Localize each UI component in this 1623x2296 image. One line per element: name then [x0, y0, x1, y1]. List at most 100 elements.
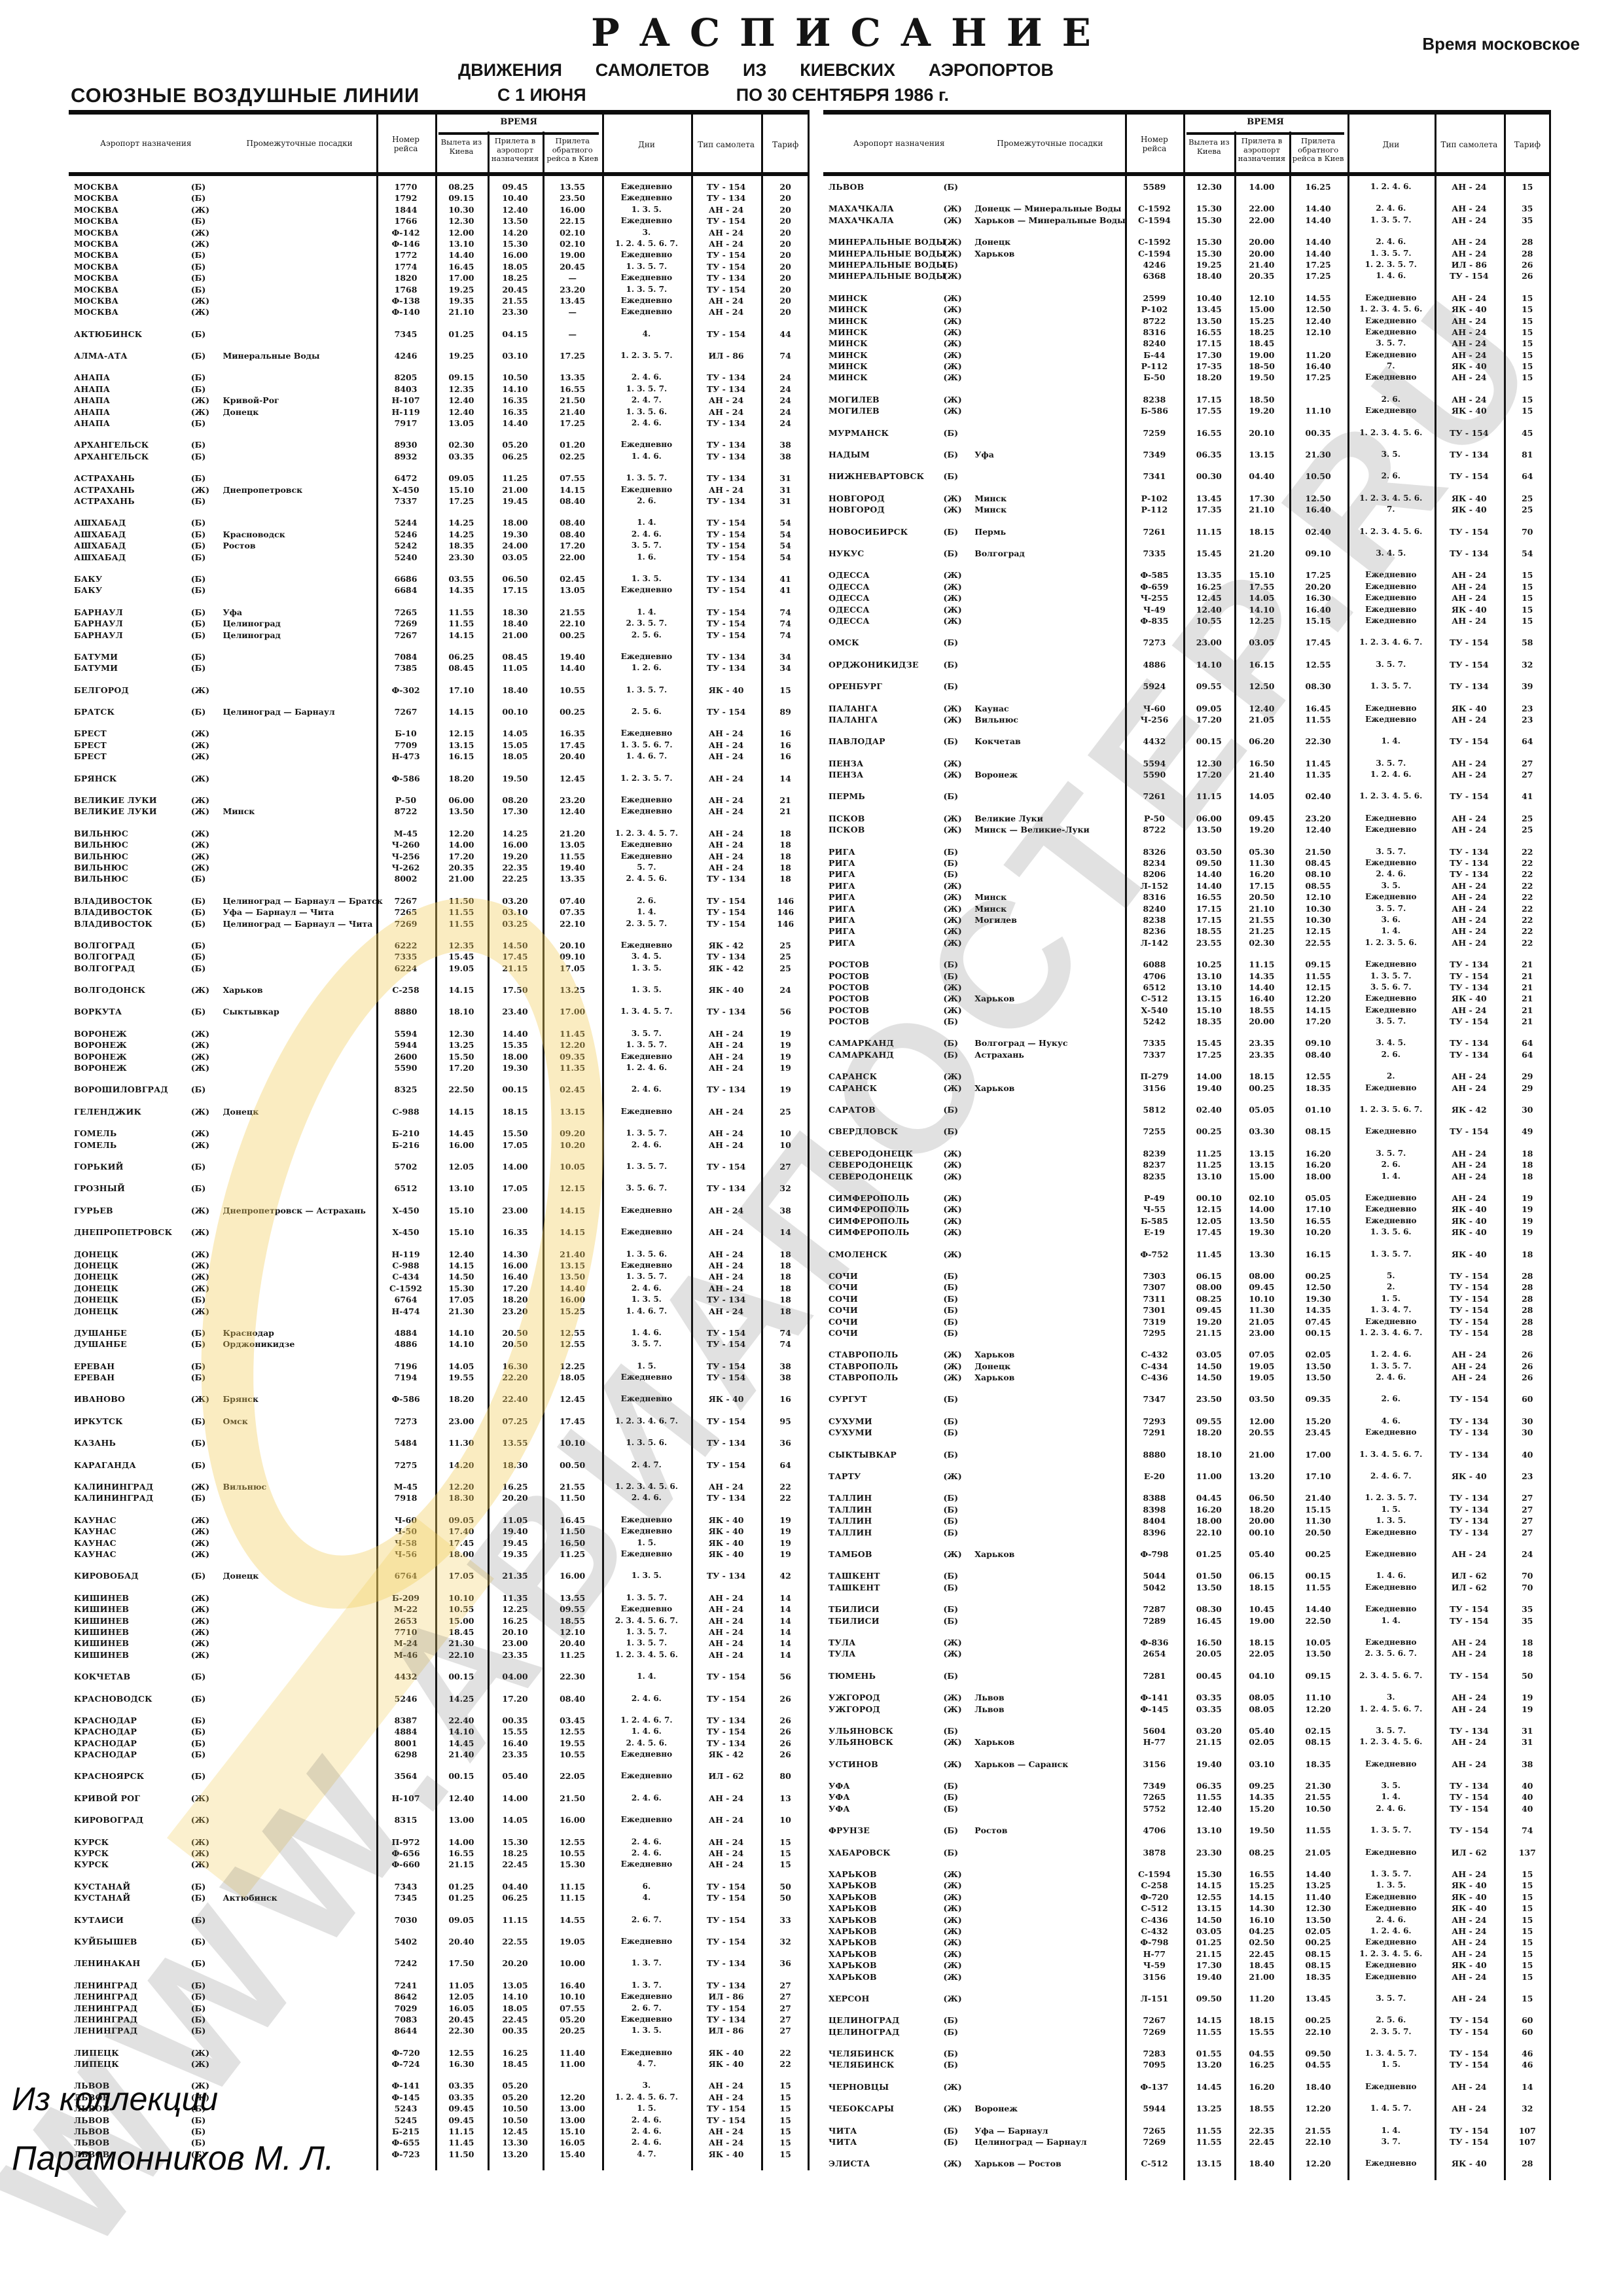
cell-city: САРАТОВ	[829, 1105, 876, 1115]
destination-group: СЕВЕРОДОНЕЦК (Ж) 8239 11.25 13.15 16.20 3. 5. …	[823, 1148, 1551, 1182]
cell-class: (Ж)	[190, 840, 209, 850]
destination-group: ТАЛЛИН (Б) 8388 04.45 06.50 21.40 1. 2. 3. 5. …	[823, 1492, 1551, 1538]
cell-stops	[223, 2014, 376, 2025]
cell-dep: 09.50	[1196, 1993, 1222, 2003]
cell-flight: 7337	[1143, 1049, 1166, 1060]
cell-ret: 17.00	[560, 1007, 586, 1017]
cell-arr: 16.55	[1249, 1869, 1275, 1880]
cell-class: (Ж)	[943, 1948, 962, 1959]
cell-aircraft: АН - 24	[1452, 615, 1487, 626]
cell-days: 2. 4. 6.	[1376, 204, 1406, 213]
cell-city: МОСКВА	[74, 250, 118, 260]
cell-city: АРХАНГЕЛЬСК	[74, 440, 149, 450]
cell-class: (Ж)	[943, 570, 962, 581]
cell-dep: 10.55	[1196, 615, 1222, 626]
cell-flight: 4432	[394, 1672, 418, 1682]
cell-flight: Б-210	[392, 1128, 419, 1139]
cell-flight: 4884	[394, 1327, 418, 1338]
cell-ret: 21.40	[1305, 1493, 1331, 1503]
cell-class: (Б)	[190, 1914, 206, 1925]
cell-stops	[223, 2103, 376, 2114]
cell-stops: Днепропетровск	[223, 484, 303, 495]
cell-stops: Харьков	[974, 1372, 1015, 1383]
cell-city: НИЖНЕВАРТОВСК	[829, 471, 925, 482]
schedule-row: ХАРЬКОВ (Ж) С-432 03.05 04.25 02.05 1. 2. 4. 6…	[823, 1926, 1551, 1937]
cell-aircraft: ТУ - 134	[1450, 846, 1489, 857]
cell-flight: 8238	[1143, 914, 1166, 925]
cell-aircraft: ЯК - 40	[1451, 1204, 1487, 1215]
cell-ret: 09.20	[560, 1128, 586, 1139]
cell-arr: 18.05	[502, 261, 528, 272]
cell-fare: 70	[1522, 1571, 1533, 1581]
cell-flight: Ф-141	[1140, 1693, 1169, 1703]
cell-stops	[974, 1416, 1125, 1427]
schedule-row: ТАШКЕНТ (Б) 5042 13.50 18.15 11.55 Ежедневно ИЛ…	[823, 1582, 1551, 1593]
cell-stops	[223, 1592, 376, 1604]
cell-days: 2. 5. 6.	[1376, 2015, 1406, 2025]
cell-ret: 11.55	[1305, 971, 1331, 981]
cell-arr: 18.15	[1249, 1637, 1275, 1647]
cell-arr: 18.15	[1249, 1582, 1275, 1592]
cell-city: КАУНАС	[74, 1549, 116, 1559]
cell-ret: 16.30	[1305, 593, 1331, 603]
cell-dep: 19.40	[1196, 1971, 1222, 1982]
cell-city: БЕЛГОРОД	[74, 685, 129, 695]
cell-dep: 14.10	[448, 1727, 474, 1737]
cell-stops	[223, 306, 376, 317]
cell-dep: 22.30	[448, 2026, 474, 2036]
cell-flight: Ф-138	[391, 295, 420, 306]
cell-dep: 13.15	[448, 740, 474, 750]
cell-arr: 23.20	[502, 1306, 528, 1316]
cell-arr: 19.45	[502, 495, 528, 506]
cell-city: ЛЕНИНГРАД	[74, 1992, 138, 2002]
cell-ret: —	[568, 307, 577, 317]
cell-fare: 32	[1522, 659, 1533, 670]
cell-fare: 28	[1522, 1327, 1533, 1338]
cell-days: 1. 3. 4. 5. 7.	[1364, 2049, 1417, 2058]
cell-dep: 16.05	[448, 2003, 474, 2013]
cell-ret: 00.15	[1305, 1571, 1331, 1581]
cell-flight: С-1594	[1137, 215, 1171, 225]
cell-ret: 11.35	[1305, 770, 1331, 780]
cell-arr: 16.40	[502, 1272, 528, 1282]
schedule-row: ХАРЬКОВ (Ж) Ч-59 17.30 18.45 08.15 Ежедневно ЯК…	[823, 1960, 1551, 1971]
cell-arr: 15.25	[1249, 315, 1275, 326]
schedule-row: КАЗАНЬ (Б) 5484 11.30 13.55 10.10 1. 3. 5. 6. Т…	[69, 1437, 810, 1448]
destination-group: ГРОЗНЫЙ (Б) 6512 13.10 17.05 12.15 3. 5. 6. 7.…	[69, 1183, 810, 1194]
cell-arr: 14.30	[502, 1249, 528, 1259]
schedule-row: СОЧИ (Б) 7319 19.20 21.05 07.45 Ежедневно ТУ - …	[823, 1316, 1551, 1327]
cell-class: (Ж)	[190, 862, 209, 872]
cell-arr: 23.40	[502, 1007, 528, 1017]
schedule-row: ОДЕССА (Ж) Ф-659 16.25 17.55 20.20 Ежедневно АН…	[823, 581, 1551, 592]
cell-dep: 20.45	[448, 2014, 474, 2024]
cell-flight: Н-107	[391, 1793, 420, 1803]
schedule-row: МИНЕРАЛЬНЫЕ ВОДЫ (Б) 4246 19.25 21.40 17.25 1.…	[823, 259, 1551, 270]
cell-stops	[974, 1847, 1125, 1858]
cell-city: КАЛИНИНГРАД	[74, 1482, 154, 1492]
cell-class: (Ж)	[943, 994, 962, 1004]
cell-ret: 21.55	[1305, 2125, 1331, 2136]
cell-ret: 15.25	[560, 1306, 586, 1316]
cell-flight: 8722	[1143, 315, 1166, 326]
schedule-row: БРЕСТ (Ж) Б-10 12.15 14.05 16.35 Ежедневно АН -…	[69, 728, 810, 739]
schedule-row: КАУНАС (Ж) Ч-56 18.00 19.35 11.25 Ежедневно ЯК …	[69, 1549, 810, 1560]
cell-arr: 13.55	[502, 1438, 528, 1448]
cell-stops	[974, 372, 1125, 383]
cell-city: ДОНЕЦК	[74, 1283, 118, 1293]
cell-stops	[223, 1980, 376, 1991]
cell-fare: 50	[1522, 1670, 1533, 1681]
cell-city: ЛЬВОВ	[74, 2126, 110, 2137]
schedule-row: ТАЛЛИН (Б) 8388 04.45 06.50 21.40 1. 2. 3. 5. …	[823, 1492, 1551, 1503]
cell-days: 1. 3. 7.	[631, 1958, 662, 1968]
cell-city: МОГИЛЕВ	[829, 406, 880, 416]
cell-dep: 13.15	[1196, 2159, 1222, 2169]
cell-city: БАРНАУЛ	[74, 630, 123, 640]
cell-fare: 19	[1522, 1204, 1533, 1215]
schedule-row: РИГА (Ж) 8236 18.55 21.25 12.15 1. 4. АН - 24 22	[823, 925, 1551, 937]
cell-arr: 09.45	[1249, 1282, 1275, 1293]
cell-arr: 18.15	[1249, 526, 1275, 537]
cell-arr: 05.30	[1249, 846, 1275, 857]
cell-flight: Ф-137	[1140, 2081, 1169, 2092]
schedule-row: ЭЛИСТА (Ж) Харьков — Ростов С-512 13.15 18.40…	[823, 2158, 1551, 2169]
cell-aircraft: ТУ - 154	[1450, 1792, 1489, 1803]
